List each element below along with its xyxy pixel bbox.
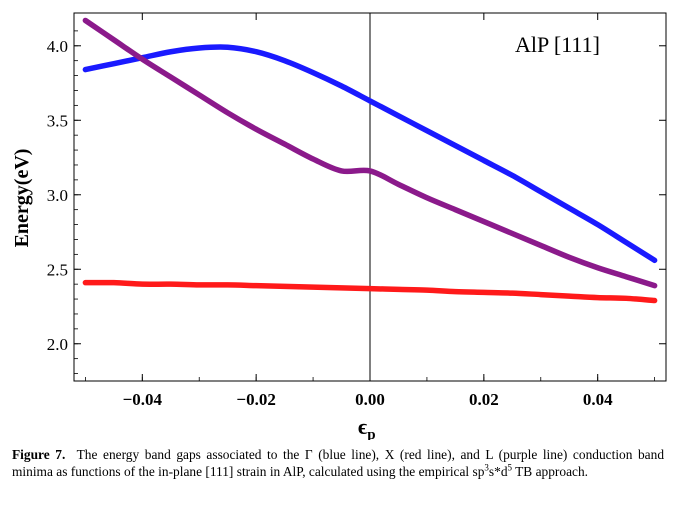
x-tick-label: −0.04 — [123, 390, 163, 409]
y-tick-label: 2.5 — [47, 260, 68, 279]
x-axis-ticks: −0.04 −0.02 0.00 0.02 0.04 — [84, 13, 656, 409]
caption-text: The energy band gaps associated to the Γ… — [12, 447, 665, 479]
y-tick-label: 2.0 — [47, 335, 68, 354]
y-tick-label: 3.5 — [47, 111, 68, 130]
caption-text-end: TB approach. — [512, 464, 588, 479]
x-tick-label: −0.02 — [236, 390, 275, 409]
chart: 2.0 2.5 3.0 3.5 4.0 −0.04 −0.02 0.00 0.02 0.04 A… — [11, 12, 667, 440]
caption-sup-3: 3 — [484, 462, 489, 473]
y-axis-title: Energy(eV) — [11, 149, 33, 248]
series-line-L — [82, 17, 658, 289]
y-tick-label: 3.0 — [47, 186, 68, 205]
annotation-label: AlP [111] — [515, 32, 600, 57]
figure-caption: Figure 7. The energy band gaps associate… — [12, 446, 664, 480]
series-line-Γ — [82, 44, 658, 264]
y-tick-label: 4.0 — [47, 37, 68, 56]
series-line-X — [82, 279, 658, 304]
caption-text-mid: s*d — [488, 464, 508, 479]
caption-figure-label: Figure 7. — [12, 447, 66, 462]
x-tick-label: 0.00 — [355, 390, 385, 409]
x-axis-title-sub: p — [367, 427, 375, 440]
x-axis-title-main: ϵ — [358, 414, 367, 439]
caption-sup-5: 5 — [507, 462, 513, 473]
x-axis-title: ϵp — [358, 414, 376, 440]
x-tick-label: 0.04 — [583, 390, 613, 409]
x-tick-label: 0.02 — [469, 390, 499, 409]
series-group — [82, 17, 658, 304]
y-axis-ticks: 2.0 2.5 3.0 3.5 4.0 — [47, 30, 666, 374]
